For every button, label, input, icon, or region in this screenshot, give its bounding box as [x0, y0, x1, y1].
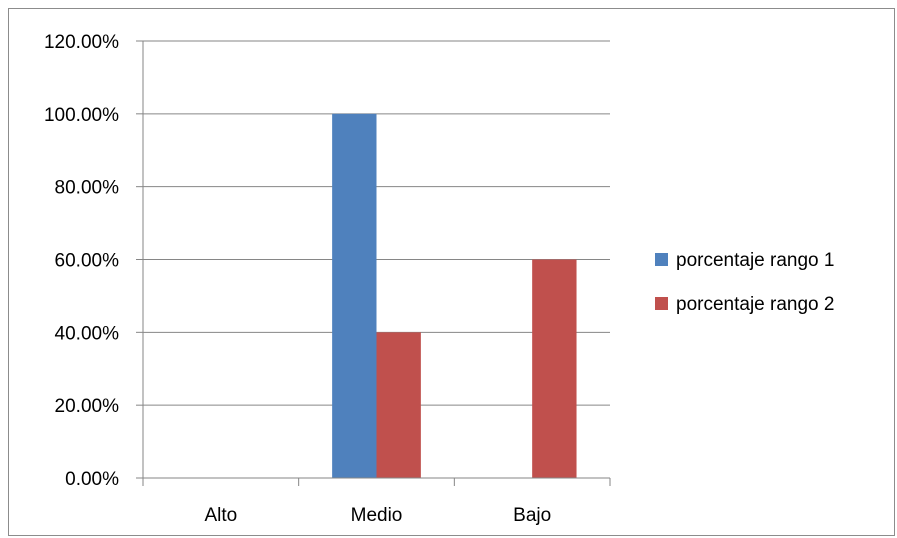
- legend-label: porcentaje rango 1: [676, 250, 834, 271]
- y-axis-tick-labels: 0.00% 20.00% 40.00% 60.00% 80.00% 100.00% 120.…: [44, 32, 119, 490]
- x-tick-label: Bajo: [513, 505, 551, 526]
- y-tick-label: 120.00%: [44, 32, 119, 53]
- legend-swatch: [655, 253, 668, 266]
- x-tick-label: Alto: [204, 505, 237, 526]
- y-tick-label: 0.00%: [65, 469, 119, 490]
- y-tick-label: 100.00%: [44, 105, 119, 126]
- y-tick-label: 80.00%: [55, 178, 120, 199]
- bars: [332, 113, 577, 478]
- y-tick-label: 40.00%: [55, 323, 120, 344]
- chart-area: [8, 8, 895, 536]
- bar-1-medio: [332, 113, 377, 478]
- x-axis-tick-labels: Alto Medio Bajo: [204, 505, 551, 526]
- legend-label: porcentaje rango 2: [676, 294, 834, 315]
- x-tick-label: Medio: [351, 505, 403, 526]
- legend: porcentaje rango 1 porcentaje rango 2: [655, 250, 834, 315]
- y-tick-label: 20.00%: [55, 396, 120, 417]
- bar-2-medio: [376, 332, 421, 478]
- legend-swatch: [655, 297, 668, 310]
- axes: [136, 40, 611, 486]
- y-tick-label: 60.00%: [55, 251, 120, 272]
- bar-2-bajo: [532, 259, 577, 478]
